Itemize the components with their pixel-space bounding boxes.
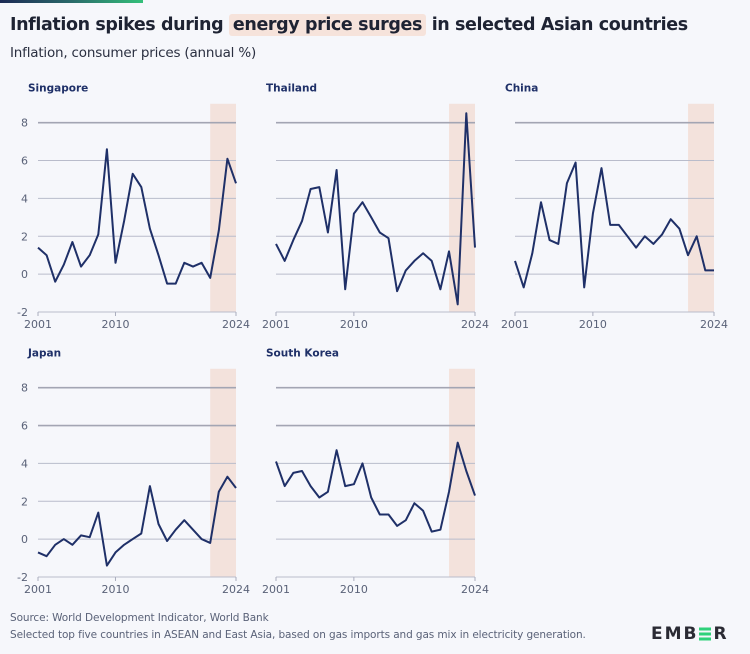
x-tick-label: 2024: [700, 318, 728, 331]
y-tick-label: 2: [21, 230, 28, 243]
shaded-period: [688, 103, 714, 313]
y-tick-label: 2: [21, 495, 28, 508]
series-line-singapore: [37, 148, 237, 285]
y-tick-label: 6: [21, 420, 28, 433]
y-tick-label: 4: [21, 457, 28, 470]
y-tick-label: 6: [21, 155, 28, 168]
y-tick-label: 0: [21, 533, 28, 546]
series-line-south-korea: [275, 441, 476, 533]
x-tick-label: 2024: [222, 583, 250, 596]
x-tick-label: 2024: [461, 318, 489, 331]
chart-title: Inflation spikes during energy price sur…: [10, 14, 688, 36]
title-part-2: in selected Asian countries: [431, 15, 688, 35]
title-highlight: energy price surges: [228, 14, 426, 36]
x-tick-label: 2024: [461, 583, 489, 596]
title-part-1: Inflation spikes during: [10, 15, 224, 35]
y-tick-label: 0: [21, 268, 28, 281]
x-tick-label: 2001: [501, 318, 529, 331]
panel-title: China: [505, 83, 538, 95]
shaded-period: [210, 368, 236, 577]
x-tick-label: 2010: [579, 318, 607, 331]
x-tick-label: 2010: [101, 318, 129, 331]
panel-title: South Korea: [266, 348, 339, 360]
shaded-period: [210, 103, 236, 313]
x-tick-label: 2024: [222, 318, 250, 331]
series-line-thailand: [275, 112, 476, 306]
x-tick-label: 2001: [24, 583, 52, 596]
methodology-note: Selected top five countries in ASEAN and…: [10, 629, 586, 641]
y-tick-label: 8: [21, 382, 28, 395]
chart-subtitle: Inflation, consumer prices (annual %): [10, 45, 257, 61]
x-tick-label: 2010: [101, 583, 129, 596]
ember-logo: EMB R: [651, 624, 729, 644]
x-tick-label: 2001: [262, 583, 290, 596]
panel-title: Thailand: [266, 83, 317, 95]
y-tick-label: 4: [21, 192, 28, 205]
series-line-china: [514, 161, 714, 289]
brand-accent-bar: [0, 0, 143, 3]
series-line-japan: [37, 475, 237, 567]
x-tick-label: 2001: [262, 318, 290, 331]
y-tick-label: 8: [21, 117, 28, 130]
shaded-period: [449, 368, 475, 577]
panel-title: Japan: [27, 348, 61, 360]
panel-title: Singapore: [28, 83, 88, 95]
x-tick-label: 2001: [24, 318, 52, 331]
x-tick-label: 2010: [340, 318, 368, 331]
logo-e-bars-icon: [698, 627, 711, 641]
source-note: Source: World Development Indicator, Wor…: [10, 612, 269, 624]
y-tick-label: -2: [17, 571, 28, 584]
y-tick-label: -2: [17, 306, 28, 319]
x-tick-label: 2010: [340, 583, 368, 596]
